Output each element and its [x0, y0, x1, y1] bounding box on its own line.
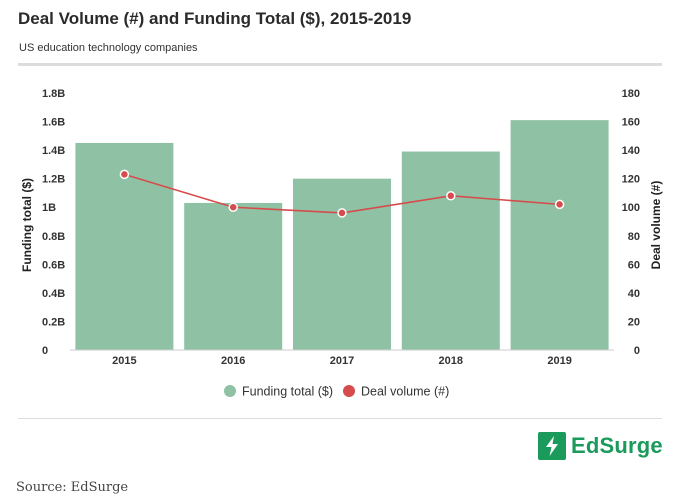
legend-deal-label: Deal volume (#)	[361, 385, 449, 399]
deal-volume-point-2015	[119, 169, 130, 180]
y-tick-label: 0.2B	[42, 316, 65, 328]
y2-tick-label: 160	[622, 117, 640, 129]
legend-deal-marker	[343, 385, 355, 397]
bottom-divider	[18, 418, 662, 419]
y-tick-label: 0.4B	[42, 288, 65, 300]
logo-text: EdSurge	[571, 433, 663, 458]
funding-bar-2016	[184, 202, 283, 350]
top-divider	[18, 63, 662, 66]
deal-volume-point-2018	[446, 191, 456, 201]
y-tick-label: 1.4B	[42, 145, 65, 157]
y-tick-label: 0.6B	[42, 259, 65, 271]
y2-tick-label: 80	[628, 231, 640, 243]
deal-volume-point-2016	[228, 202, 238, 212]
chart-subtitle: US education technology companies	[19, 42, 198, 54]
y-axis-ticks: 0 0.2B 0.4B 0.6B 0.8B 1B 1.2B 1.4B 1.6B 1.8B	[42, 88, 65, 357]
y-tick-label: 1.2B	[42, 174, 65, 186]
x-tick-label: 2017	[330, 355, 354, 367]
deal-volume-point-2017	[337, 208, 347, 218]
source-note: Source: EdSurge	[16, 480, 129, 495]
y2-tick-label: 20	[628, 316, 640, 328]
y-tick-label: 1.8B	[42, 88, 65, 100]
deal-volume-point-2019	[554, 199, 565, 210]
legend: Funding total ($) Deal volume (#)	[224, 385, 449, 399]
x-tick-label: 2018	[439, 355, 463, 367]
y2-tick-label: 40	[628, 288, 640, 300]
y2-tick-label: 120	[622, 174, 640, 186]
legend-funding-marker	[224, 385, 236, 397]
x-tick-label: 2015	[112, 355, 136, 367]
funding-bar-2018	[401, 151, 500, 350]
y2-tick-label: 60	[628, 259, 640, 271]
y2-axis-label: Deal volume (#)	[649, 181, 663, 270]
y-axis-label: Funding total ($)	[20, 178, 34, 272]
y-tick-label: 0.8B	[42, 231, 65, 243]
y-tick-label: 0	[42, 345, 48, 357]
chart-title: Deal Volume (#) and Funding Total ($), 2…	[18, 9, 412, 28]
x-tick-label: 2019	[547, 355, 571, 367]
y2-tick-label: 100	[622, 202, 640, 214]
y2-tick-label: 0	[634, 345, 640, 357]
y-tick-label: 1B	[42, 202, 56, 214]
funding-bar-2019	[510, 120, 609, 350]
edsurge-logo: EdSurge	[538, 431, 663, 461]
deal-volume-line-layer	[119, 169, 565, 218]
y2-tick-label: 140	[622, 145, 640, 157]
x-tick-label: 2016	[221, 355, 245, 367]
legend-funding-label: Funding total ($)	[242, 385, 333, 399]
combo-chart: 0 0.2B 0.4B 0.6B 0.8B 1B 1.2B 1.4B 1.6B 1.8B 0 20 4…	[20, 88, 663, 399]
funding-bar-2017	[293, 178, 391, 350]
x-axis-ticks: 2015 2016 2017 2018 2019	[112, 355, 572, 367]
bars-layer	[75, 120, 609, 350]
lightning-bolt-icon	[538, 432, 566, 460]
y2-tick-label: 180	[622, 88, 640, 100]
y-tick-label: 1.6B	[42, 117, 65, 129]
y2-axis-ticks: 0 20 40 60 80 100 120 140 160 180	[622, 88, 640, 357]
